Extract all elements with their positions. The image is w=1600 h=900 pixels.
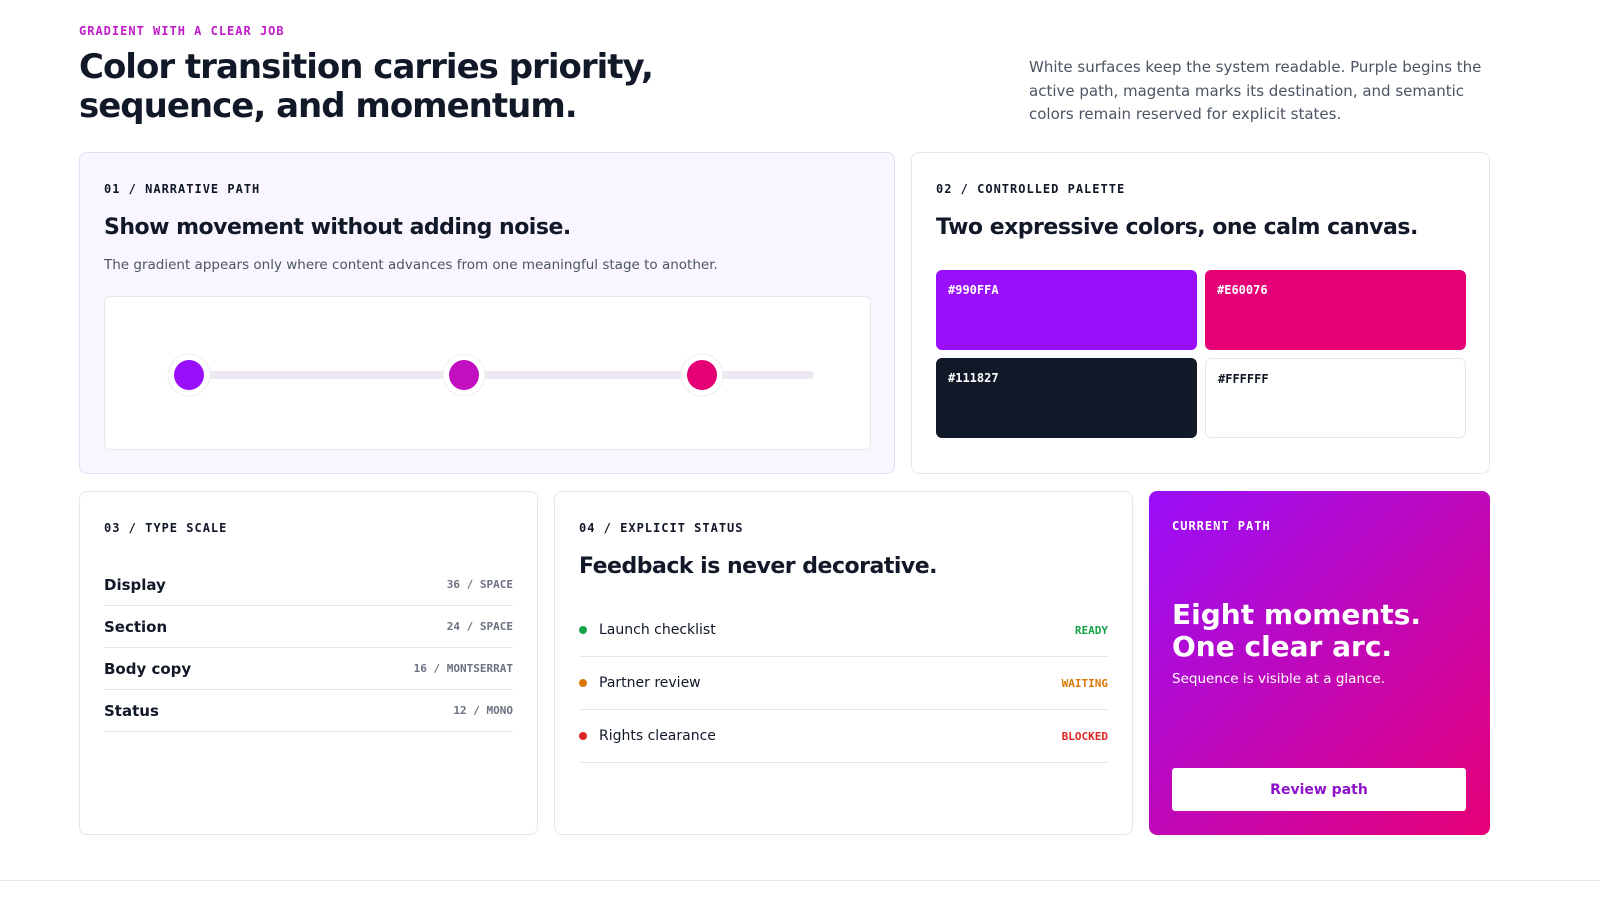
card-title: Two expressive colors, one calm canvas. (936, 215, 1418, 240)
card-body: Sequence is visible at a glance. (1172, 671, 1385, 687)
status-name: Partner review (599, 675, 701, 691)
status-dot (579, 732, 587, 740)
type-name: Display (104, 575, 166, 594)
type-name: Body copy (104, 659, 192, 678)
type-row: Section 24 / SPACE (104, 606, 513, 648)
status-state: BLOCKED (1061, 729, 1108, 743)
type-row: Body copy 16 / MONTSERRAT (104, 648, 513, 690)
eyebrow: GRADIENT WITH A CLEAR JOB (79, 24, 285, 38)
type-row: Status 12 / MONO (104, 690, 513, 732)
card-body: The gradient appears only where content … (104, 257, 718, 273)
swatch: #111827 (936, 358, 1197, 438)
status-dot (579, 626, 587, 634)
type-spec: 36 / SPACE (446, 578, 513, 591)
type-spec: 24 / SPACE (446, 620, 513, 633)
step (449, 360, 479, 390)
status-row: Rights clearance BLOCKED (579, 710, 1108, 763)
title-line: Eight moments. (1172, 598, 1422, 631)
review-button[interactable]: Review path (1172, 768, 1466, 811)
type-spec: 16 / MONTSERRAT (413, 662, 513, 675)
current-card: CURRENT PATH Eight moments. One clear ar… (1149, 491, 1490, 835)
step (687, 360, 717, 390)
card-label: 03 / TYPE SCALE (104, 521, 228, 535)
card-label: 04 / EXPLICIT STATUS (579, 521, 744, 535)
footer-rule (0, 880, 1600, 881)
timeline (104, 296, 871, 450)
type-row: Display 36 / SPACE (104, 564, 513, 606)
status-state: WAITING (1061, 676, 1108, 690)
status-row: Launch checklist READY (579, 604, 1108, 657)
type-name: Status (104, 701, 159, 720)
step (174, 360, 204, 390)
card-label: 02 / CONTROLLED PALETTE (936, 182, 1126, 196)
card-title: Feedback is never decorative. (579, 554, 938, 579)
swatch: #990FFA (936, 270, 1197, 350)
status-name: Launch checklist (599, 622, 716, 638)
status-name: Rights clearance (599, 728, 716, 744)
swatch: #E60076 (1205, 270, 1466, 350)
status-state: READY (1074, 623, 1108, 637)
type-name: Section (104, 617, 168, 636)
status-row: Partner review WAITING (579, 657, 1108, 710)
card-title: Eight moments. One clear arc. (1172, 599, 1421, 663)
title-line: One clear arc. (1172, 630, 1393, 663)
type-spec: 12 / MONO (453, 704, 513, 717)
narrative-card: 01 / NARRATIVE PATH Show movement withou… (79, 152, 895, 474)
swatch: #FFFFFF (1205, 358, 1466, 438)
palette-card: 02 / CONTROLLED PALETTE Two expressive c… (911, 152, 1490, 474)
card-label: 01 / NARRATIVE PATH (104, 182, 261, 196)
status-card: 04 / EXPLICIT STATUS Feedback is never d… (554, 491, 1133, 835)
type-card: 03 / TYPE SCALE Display 36 / SPACE Section… (79, 491, 538, 835)
description: White surfaces keep the system readable.… (1029, 58, 1482, 123)
page-title: Color transition carries priority, seque… (79, 47, 654, 126)
card-title: Show movement without adding noise. (104, 215, 571, 240)
card-label: CURRENT PATH (1172, 519, 1271, 533)
status-dot (579, 679, 587, 687)
